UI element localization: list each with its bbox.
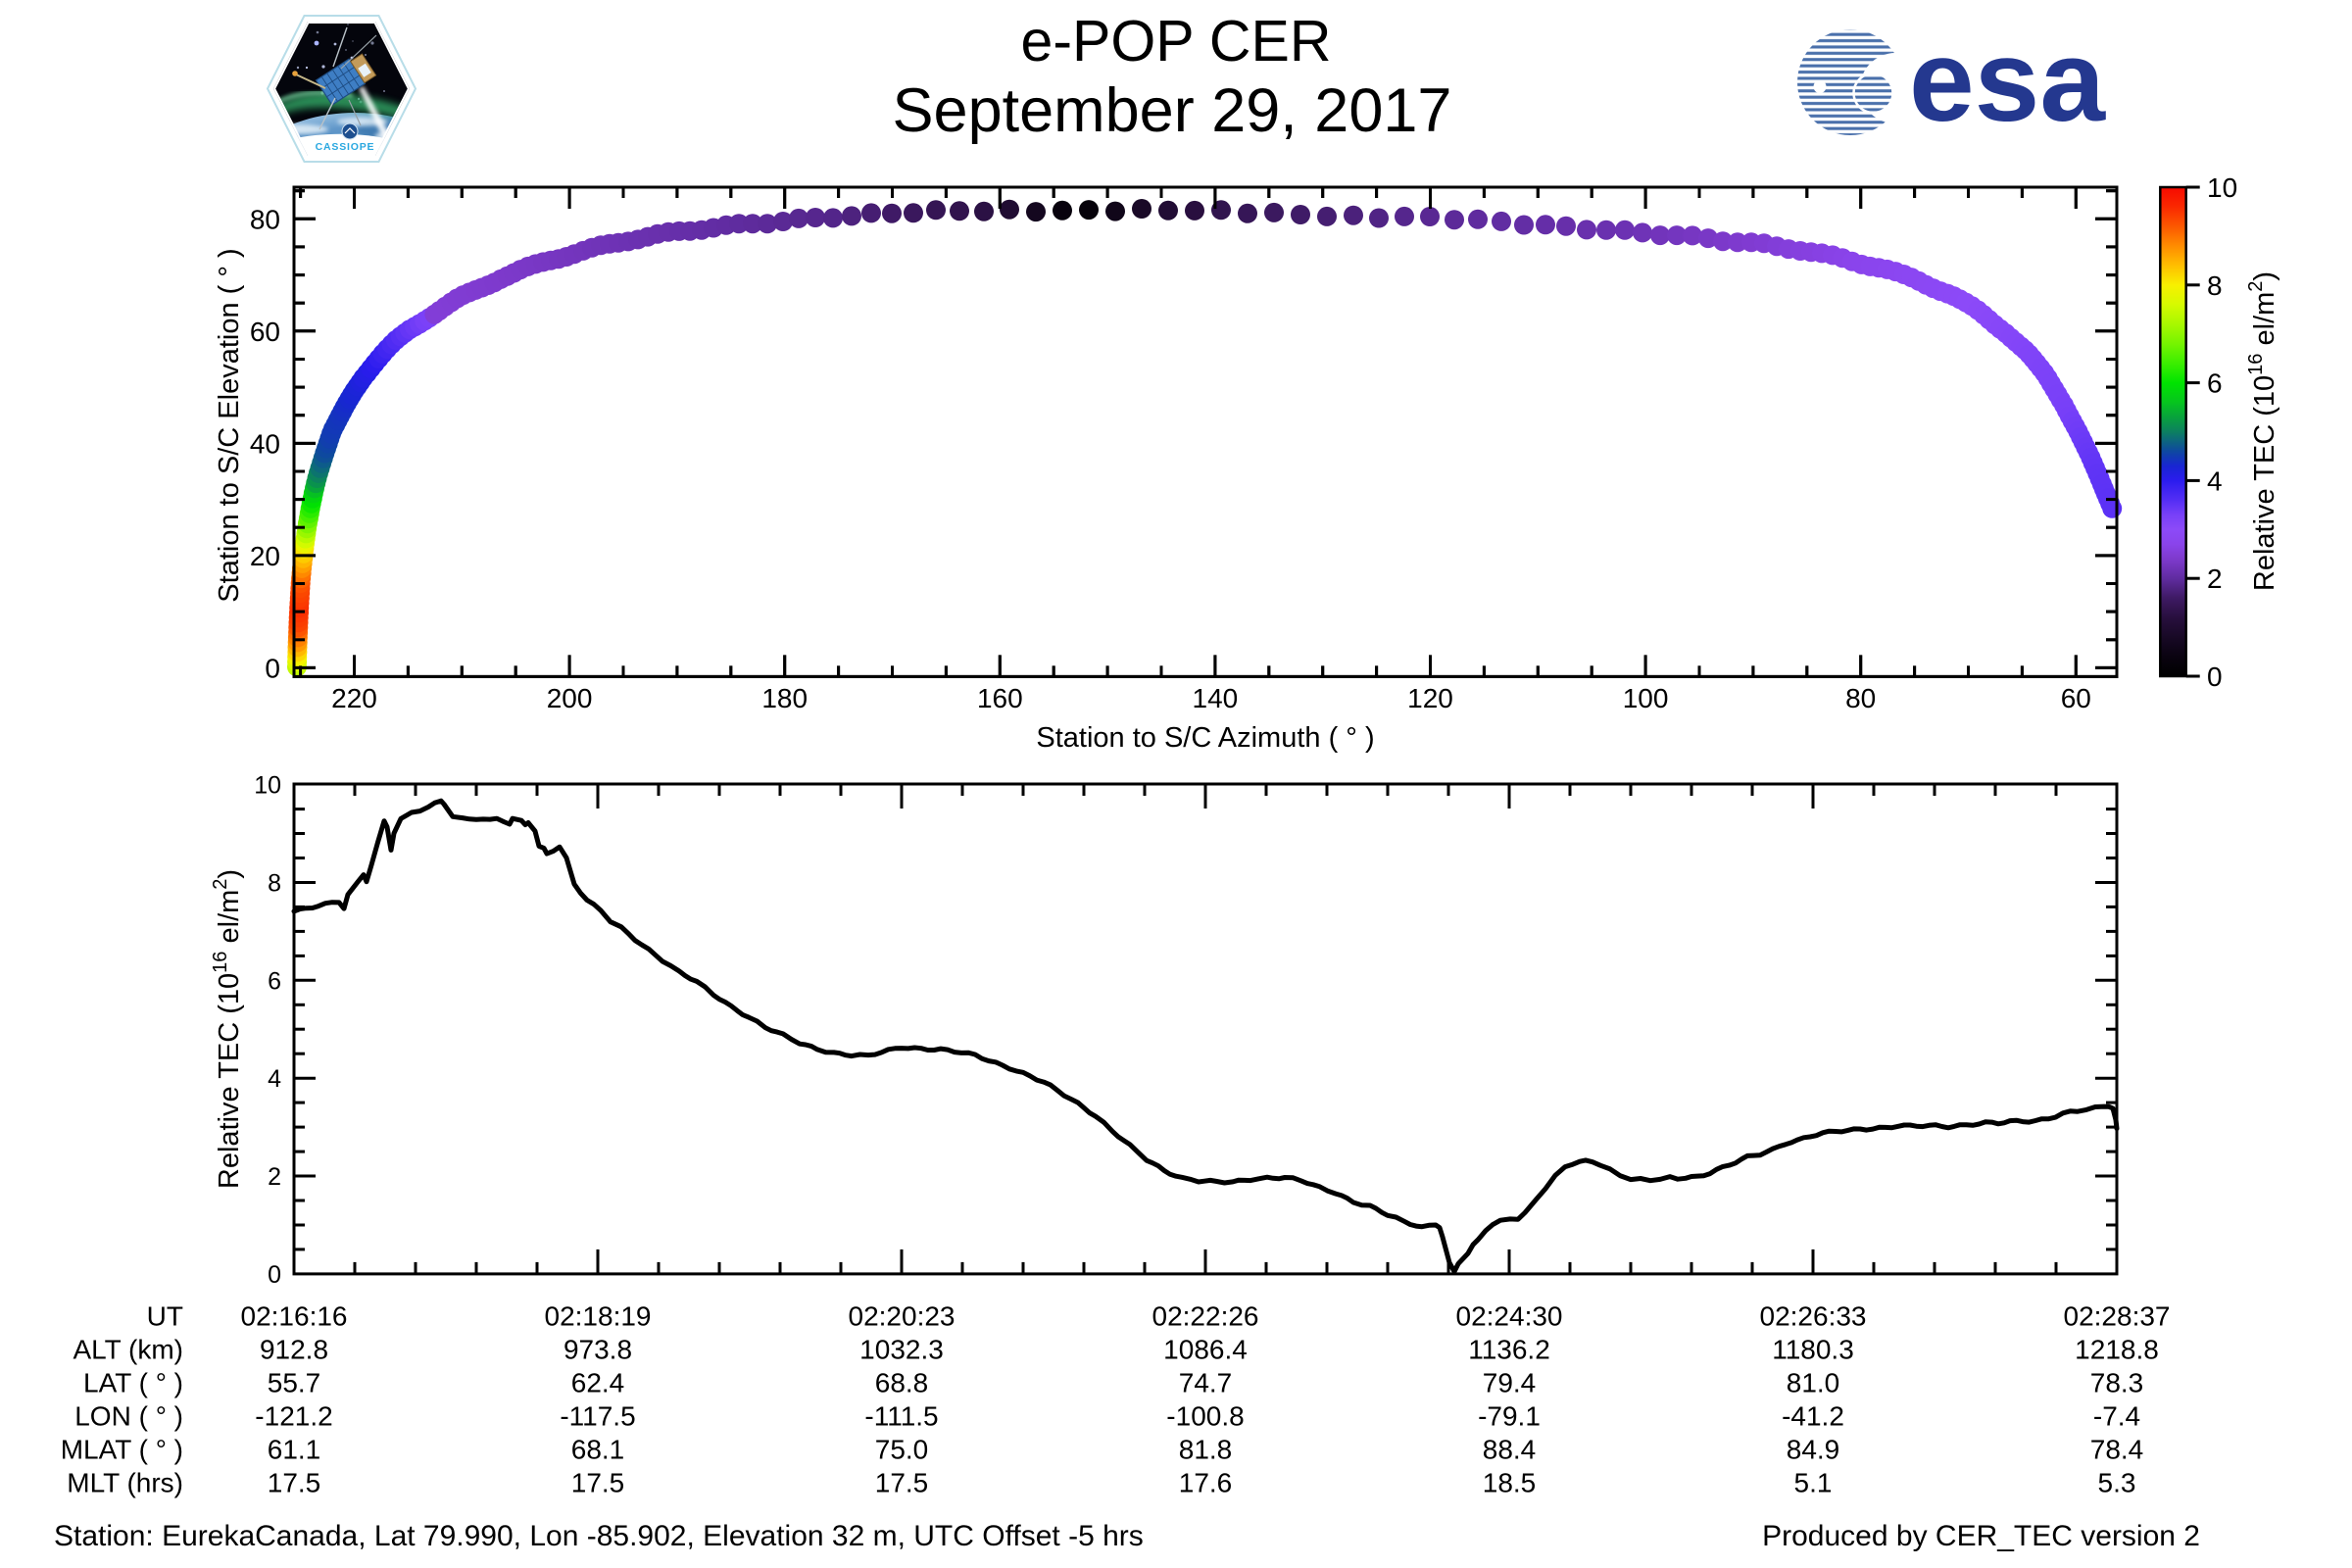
svg-text:10: 10 [254, 772, 281, 800]
svg-text:September 29, 2017: September 29, 2017 [893, 76, 1452, 145]
svg-text:-111.5: -111.5 [864, 1401, 938, 1432]
svg-text:CASSIOPE: CASSIOPE [316, 141, 375, 153]
svg-text:-79.1: -79.1 [1478, 1401, 1541, 1432]
svg-text:60: 60 [250, 317, 280, 347]
svg-text:84.9: 84.9 [1787, 1435, 1840, 1465]
svg-text:1086.4: 1086.4 [1163, 1335, 1248, 1365]
svg-text:02:28:37: 02:28:37 [2064, 1301, 2171, 1332]
svg-text:2: 2 [268, 1163, 281, 1191]
svg-text:160: 160 [977, 683, 1023, 713]
svg-text:140: 140 [1193, 683, 1239, 713]
svg-text:1136.2: 1136.2 [1468, 1335, 1550, 1365]
svg-text:ALT (km): ALT (km) [73, 1335, 183, 1365]
svg-text:4: 4 [2207, 466, 2223, 496]
svg-text:17.5: 17.5 [571, 1468, 625, 1498]
svg-text:17.5: 17.5 [268, 1468, 321, 1498]
svg-text:62.4: 62.4 [571, 1368, 625, 1398]
svg-text:81.8: 81.8 [1179, 1435, 1233, 1465]
svg-text:80: 80 [250, 204, 280, 234]
svg-text:5.1: 5.1 [1794, 1468, 1833, 1498]
svg-text:80: 80 [1845, 683, 1876, 713]
svg-text:UT: UT [147, 1301, 183, 1332]
svg-text:2: 2 [2207, 564, 2223, 594]
svg-text:88.4: 88.4 [1483, 1435, 1537, 1465]
svg-text:MLT (hrs): MLT (hrs) [67, 1468, 183, 1498]
svg-text:Station: EurekaCanada, Lat 79.: Station: EurekaCanada, Lat 79.990, Lon -… [54, 1520, 1144, 1552]
svg-text:74.7: 74.7 [1179, 1368, 1233, 1398]
svg-text:55.7: 55.7 [268, 1368, 321, 1398]
svg-text:18.5: 18.5 [1483, 1468, 1537, 1498]
svg-text:40: 40 [250, 428, 280, 459]
svg-text:e-POP CER: e-POP CER [1021, 9, 1332, 74]
svg-text:200: 200 [547, 683, 593, 713]
svg-text:02:22:26: 02:22:26 [1152, 1301, 1259, 1332]
svg-text:60: 60 [2061, 683, 2091, 713]
svg-text:5.3: 5.3 [2098, 1468, 2136, 1498]
svg-text:1032.3: 1032.3 [859, 1335, 944, 1365]
svg-text:6: 6 [268, 967, 281, 995]
svg-text:17.6: 17.6 [1179, 1468, 1233, 1498]
svg-text:10: 10 [2207, 172, 2237, 203]
svg-text:Station to S/C Elevation ( ° ): Station to S/C Elevation ( ° ) [214, 248, 245, 602]
svg-text:1180.3: 1180.3 [1772, 1335, 1854, 1365]
svg-text:75.0: 75.0 [875, 1435, 929, 1465]
svg-text:02:24:30: 02:24:30 [1456, 1301, 1563, 1332]
svg-text:4: 4 [268, 1065, 281, 1093]
svg-text:81.0: 81.0 [1787, 1368, 1840, 1398]
svg-text:0: 0 [2207, 662, 2223, 692]
svg-text:-117.5: -117.5 [560, 1401, 635, 1432]
svg-text:02:18:19: 02:18:19 [545, 1301, 652, 1332]
svg-text:02:16:16: 02:16:16 [241, 1301, 348, 1332]
svg-text:912.8: 912.8 [260, 1335, 328, 1365]
svg-text:8: 8 [2207, 270, 2223, 301]
svg-text:LON ( ° ): LON ( ° ) [74, 1401, 183, 1432]
svg-text:100: 100 [1623, 683, 1669, 713]
svg-text:-41.2: -41.2 [1782, 1401, 1844, 1432]
svg-text:68.8: 68.8 [875, 1368, 929, 1398]
svg-text:-7.4: -7.4 [2093, 1401, 2140, 1432]
svg-text:973.8: 973.8 [564, 1335, 632, 1365]
svg-text:LAT ( ° ): LAT ( ° ) [83, 1368, 183, 1398]
svg-text:6: 6 [2207, 368, 2223, 399]
svg-text:180: 180 [761, 683, 808, 713]
svg-text:61.1: 61.1 [268, 1435, 321, 1465]
svg-text:Produced by CER_TEC version 2: Produced by CER_TEC version 2 [1762, 1520, 2200, 1552]
svg-text:Station to S/C Azimuth ( ° ): Station to S/C Azimuth ( ° ) [1036, 722, 1374, 754]
svg-text:8: 8 [268, 870, 281, 898]
svg-text:-121.2: -121.2 [255, 1401, 332, 1432]
svg-text:78.4: 78.4 [2090, 1435, 2144, 1465]
svg-text:220: 220 [331, 683, 377, 713]
svg-text:esa: esa [1909, 17, 2106, 146]
svg-text:68.1: 68.1 [571, 1435, 625, 1465]
svg-text:17.5: 17.5 [875, 1468, 929, 1498]
svg-text:MLAT ( ° ): MLAT ( ° ) [61, 1435, 183, 1465]
svg-text:1218.8: 1218.8 [2075, 1335, 2159, 1365]
svg-text:79.4: 79.4 [1483, 1368, 1537, 1398]
svg-text:-100.8: -100.8 [1166, 1401, 1244, 1432]
svg-text:0: 0 [265, 653, 280, 683]
svg-text:Relative TEC (1016 el/m2): Relative TEC (1016 el/m2) [2245, 271, 2280, 591]
svg-text:02:20:23: 02:20:23 [849, 1301, 956, 1332]
svg-text:78.3: 78.3 [2090, 1368, 2144, 1398]
svg-text:20: 20 [250, 541, 280, 571]
svg-text:0: 0 [268, 1261, 281, 1289]
svg-text:120: 120 [1407, 683, 1453, 713]
svg-text:02:26:33: 02:26:33 [1760, 1301, 1867, 1332]
svg-text:Relative TEC (1016 el/m2): Relative TEC (1016 el/m2) [210, 869, 245, 1189]
